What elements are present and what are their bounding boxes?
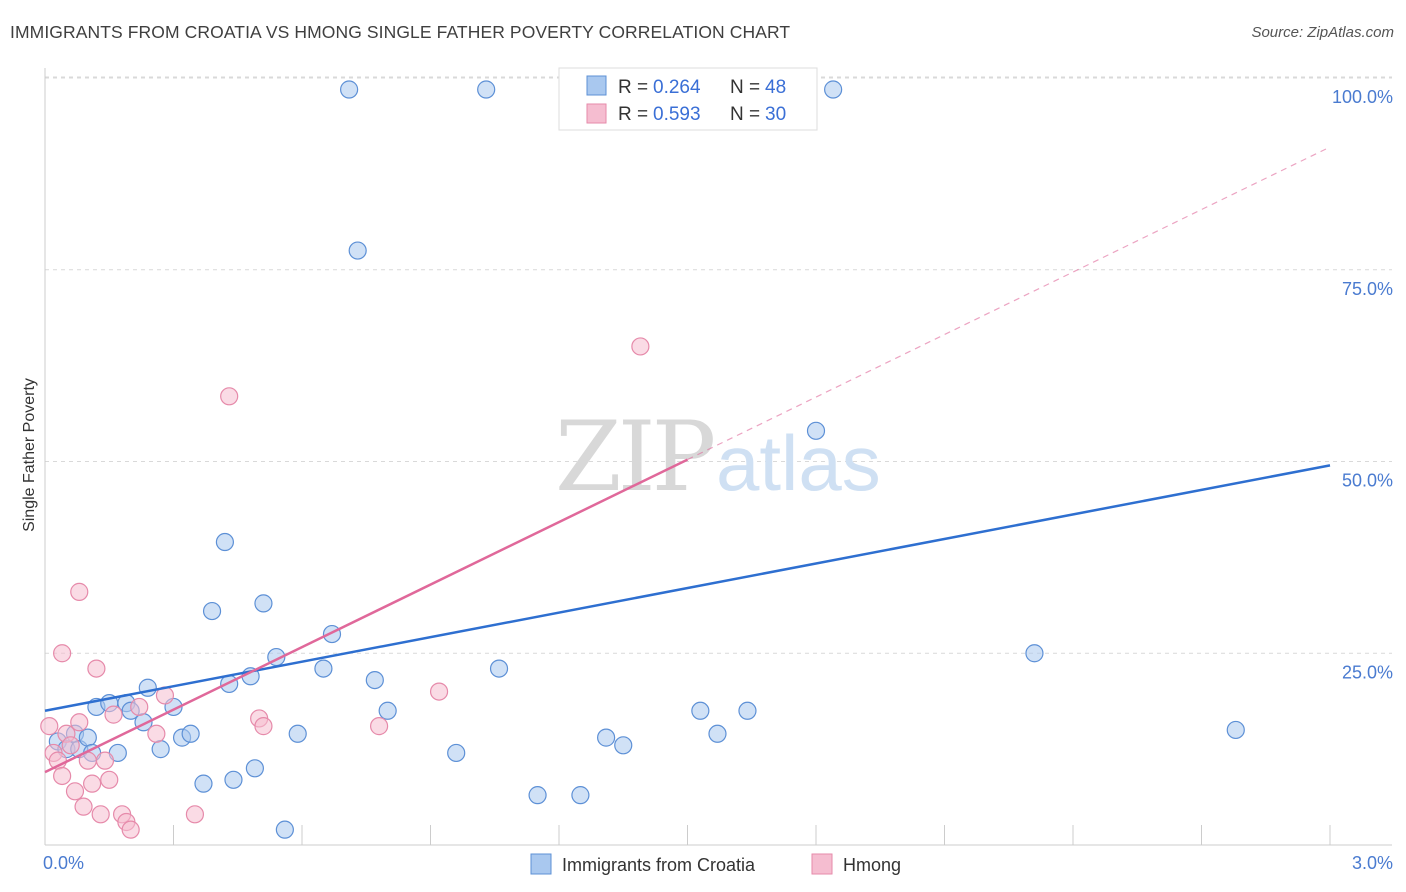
- croatia-point: [824, 80, 843, 99]
- hmong-point: [53, 766, 72, 786]
- tick-labels: 25.0% 50.0% 75.0% 100.0% 0.0% 3.0%: [43, 87, 1393, 873]
- hmong-point: [100, 770, 119, 789]
- legend-r-value-2: 0.593: [653, 104, 701, 125]
- croatia-point: [348, 241, 367, 260]
- hmong-point: [74, 797, 93, 816]
- legend-n-label-1: N =: [730, 77, 760, 98]
- legend-r-value-1: 0.264: [653, 77, 701, 98]
- axes: [44, 68, 1392, 846]
- trend-line-pink: [44, 458, 689, 774]
- legend-r-label-1: R =: [618, 77, 648, 98]
- x-tick-label-min: 0.0%: [43, 853, 84, 873]
- croatia-point: [224, 770, 243, 789]
- hmong-point: [65, 782, 85, 801]
- bottom-legend-swatch-hmong: [811, 853, 833, 875]
- croatia-point: [691, 701, 710, 720]
- hmong-point: [95, 751, 115, 770]
- croatia-point: [181, 724, 200, 743]
- hmong-point: [121, 820, 140, 839]
- hmong-point: [87, 659, 106, 678]
- trend-lines: [44, 146, 1331, 774]
- hmong-point: [130, 697, 149, 717]
- y-axis-label: Single Father Poverty: [21, 378, 38, 532]
- croatia-point: [571, 786, 590, 805]
- croatia-point: [1226, 720, 1245, 740]
- hmong-point: [40, 717, 59, 736]
- croatia-point: [138, 678, 157, 697]
- croatia-point: [447, 743, 466, 763]
- bottom-legend-label-croatia: Immigrants from Croatia: [562, 855, 756, 875]
- croatia-point: [215, 532, 234, 552]
- croatia-point: [78, 728, 97, 747]
- croatia-point: [378, 701, 397, 720]
- croatia-point: [365, 670, 384, 690]
- legend-r-label-2: R =: [618, 104, 648, 125]
- croatia-point: [245, 759, 264, 778]
- croatia-point: [275, 820, 294, 839]
- croatia-point: [738, 701, 757, 720]
- croatia-point: [194, 774, 213, 793]
- croatia-point: [288, 724, 307, 743]
- trend-line-blue: [44, 464, 1331, 713]
- croatia-point: [202, 601, 222, 621]
- croatia-point: [528, 786, 547, 805]
- hmong-point: [631, 337, 650, 356]
- hmong-point: [220, 387, 239, 406]
- hmong-point: [429, 682, 449, 701]
- croatia-point: [314, 659, 333, 678]
- hmong-point: [61, 736, 80, 755]
- source-credit: Source: ZipAtlas.com: [1251, 24, 1394, 41]
- y-tick-label: 75.0%: [1342, 279, 1393, 299]
- croatia-point: [151, 740, 170, 759]
- watermark: ZIP atlas: [555, 401, 881, 513]
- croatia-point: [614, 736, 633, 755]
- watermark-zip: ZIP: [555, 401, 714, 513]
- chart-title: IMMIGRANTS FROM CROATIA VS HMONG SINGLE …: [10, 22, 791, 42]
- legend-swatch-hmong: [586, 103, 607, 124]
- legend-n-value-2: 30: [765, 104, 786, 125]
- hmong-point: [53, 644, 72, 663]
- hmong-point: [370, 717, 389, 736]
- croatia-point: [708, 724, 727, 743]
- y-tick-label: 25.0%: [1342, 662, 1393, 682]
- croatia-point: [254, 594, 273, 613]
- trend-line-pink-extension: [687, 146, 1331, 461]
- y-tick-label: 50.0%: [1342, 471, 1393, 491]
- hmong-point: [70, 713, 89, 732]
- croatia-point: [597, 728, 616, 747]
- croatia-point: [340, 80, 359, 99]
- series-hmong-points: [40, 337, 650, 839]
- watermark-atlas: atlas: [716, 419, 881, 507]
- hmong-point: [91, 805, 110, 824]
- hmong-point: [185, 805, 205, 824]
- croatia-point: [477, 80, 496, 99]
- legend-n-value-1: 48: [765, 77, 786, 98]
- grid-lines: [45, 76, 1392, 654]
- y-tick-label: 100.0%: [1332, 87, 1393, 107]
- hmong-point: [83, 774, 102, 793]
- series-legend: Immigrants from Croatia Hmong: [530, 853, 901, 875]
- hmong-point: [70, 582, 89, 601]
- croatia-point: [489, 659, 509, 678]
- legend-swatch-croatia: [586, 75, 607, 96]
- croatia-point: [806, 421, 826, 440]
- croatia-point: [1025, 644, 1044, 663]
- legend-n-label-2: N =: [730, 104, 760, 125]
- bottom-legend-label-hmong: Hmong: [843, 855, 901, 875]
- bottom-legend-swatch-croatia: [530, 853, 552, 875]
- hmong-point: [254, 717, 273, 736]
- stats-legend: R = 0.264 N = 48 R = 0.593 N = 30: [558, 67, 818, 131]
- hmong-point: [104, 705, 123, 724]
- hmong-point: [147, 724, 166, 743]
- x-tick-label-max: 3.0%: [1352, 853, 1393, 873]
